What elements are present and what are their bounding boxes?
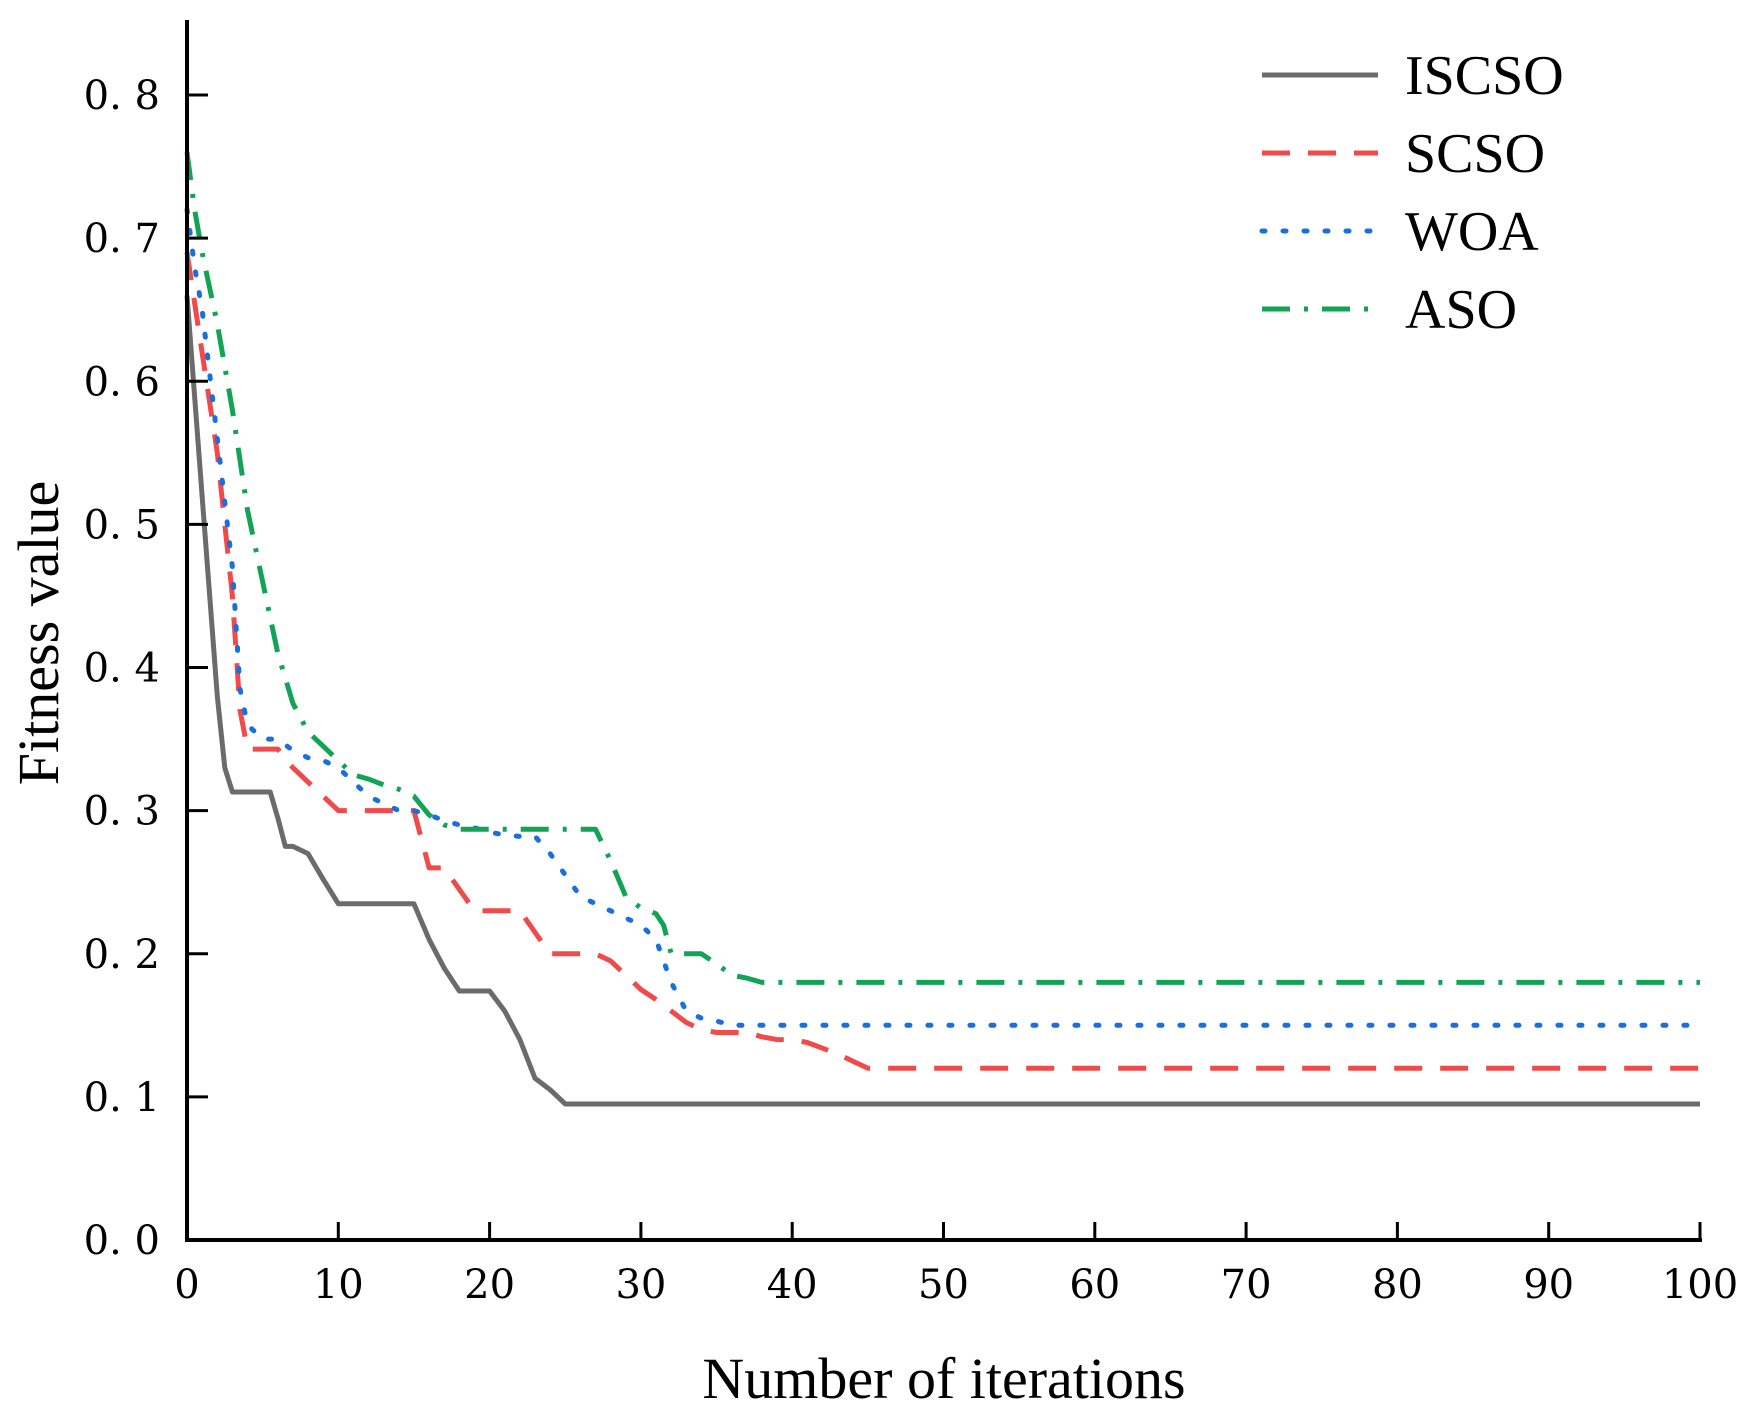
- y-tick-label: 0. 7: [84, 216, 160, 262]
- y-tick-label: 0. 4: [84, 646, 160, 692]
- x-tick-label: 10: [313, 1262, 364, 1308]
- x-tick-label: 0: [174, 1262, 199, 1308]
- series-line-aso: [184, 151, 1700, 985]
- x-tick-label: 30: [615, 1262, 666, 1308]
- y-tick-label: 0. 1: [84, 1075, 160, 1121]
- ticks-layer: 0 10 20 30 40 50 60 70 80 90 100 0. 0 0. 1 0. 2 0. 3 0.…: [84, 73, 1739, 1308]
- series-line-scso: [184, 252, 1700, 1071]
- series-line-woa: [184, 207, 1703, 1028]
- x-tick-label: 50: [918, 1262, 969, 1308]
- legend: ISCSO SCSO WOA ASO: [1259, 45, 1564, 341]
- legend-label-scso: SCSO: [1405, 123, 1545, 185]
- legend-label-woa: WOA: [1405, 201, 1539, 263]
- series-line-iscso: [184, 295, 1700, 1107]
- legend-label-iscso: ISCSO: [1405, 45, 1564, 107]
- y-axis-title: Fitness value: [6, 481, 71, 785]
- y-tick-label: 0. 5: [84, 502, 160, 548]
- y-tick-label: 0. 3: [84, 789, 160, 835]
- x-tick-label: 80: [1372, 1262, 1423, 1308]
- series-layer: [184, 151, 1703, 1107]
- y-tick-label: 0. 0: [84, 1218, 160, 1264]
- y-tick-label: 0. 6: [84, 359, 160, 405]
- y-tick-label: 0. 2: [84, 932, 160, 978]
- x-tick-label: 40: [767, 1262, 818, 1308]
- x-axis-title: Number of iterations: [702, 1346, 1185, 1411]
- x-tick-label: 90: [1523, 1262, 1574, 1308]
- y-tick-label: 0. 8: [84, 73, 160, 119]
- x-tick-label: 100: [1662, 1262, 1738, 1308]
- x-tick-label: 20: [464, 1262, 515, 1308]
- x-tick-label: 60: [1069, 1262, 1120, 1308]
- legend-label-aso: ASO: [1405, 279, 1517, 341]
- x-tick-label: 70: [1221, 1262, 1272, 1308]
